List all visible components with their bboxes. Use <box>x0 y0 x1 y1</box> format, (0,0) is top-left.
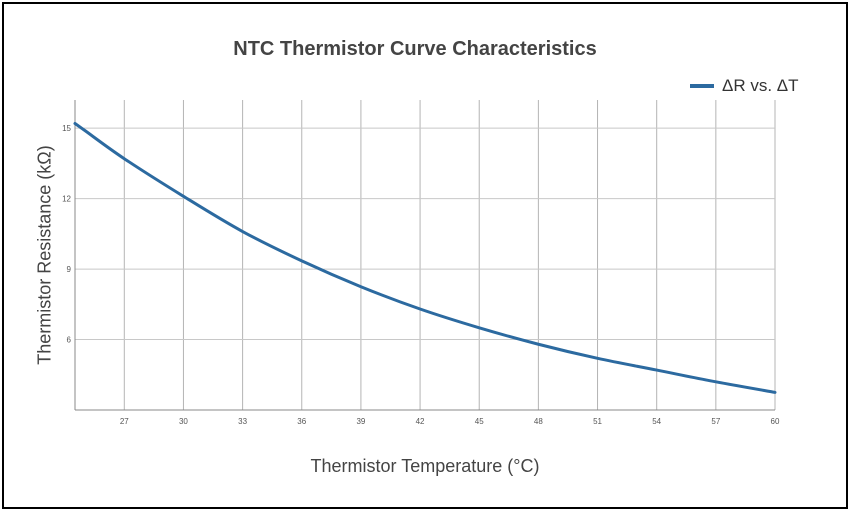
x-axis-label: Thermistor Temperature (°C) <box>310 456 540 476</box>
axes <box>74 100 775 411</box>
series-group <box>73 121 777 394</box>
y-tick-label: 15 <box>62 124 71 133</box>
grid-lines <box>75 100 776 410</box>
x-tick-label: 27 <box>120 417 129 426</box>
series-line <box>73 121 777 394</box>
legend-swatch <box>690 84 714 88</box>
x-tick-label: 42 <box>416 417 425 426</box>
y-tick-label: 9 <box>67 265 72 274</box>
y-tick-label: 12 <box>62 195 71 204</box>
x-tick-label: 51 <box>593 417 602 426</box>
x-tick-label: 54 <box>652 417 661 426</box>
chart-title: NTC Thermistor Curve Characteristics <box>233 38 597 60</box>
x-tick-label: 39 <box>356 417 365 426</box>
x-tick-label: 48 <box>534 417 543 426</box>
y-tick-labels: 6 9 12 15 <box>62 124 71 344</box>
x-tick-label: 33 <box>238 417 247 426</box>
y-tick-label: 6 <box>67 336 72 345</box>
x-tick-label: 57 <box>711 417 720 426</box>
x-tick-label: 45 <box>475 417 484 426</box>
x-tick-label: 36 <box>297 417 306 426</box>
legend-label: ΔR vs. ΔT <box>722 76 799 95</box>
x-tick-label: 30 <box>179 417 188 426</box>
x-tick-label: 60 <box>771 417 780 426</box>
legend: ΔR vs. ΔT <box>690 76 799 96</box>
x-tick-labels: 27 30 33 36 39 42 45 48 51 54 57 60 <box>120 417 780 426</box>
